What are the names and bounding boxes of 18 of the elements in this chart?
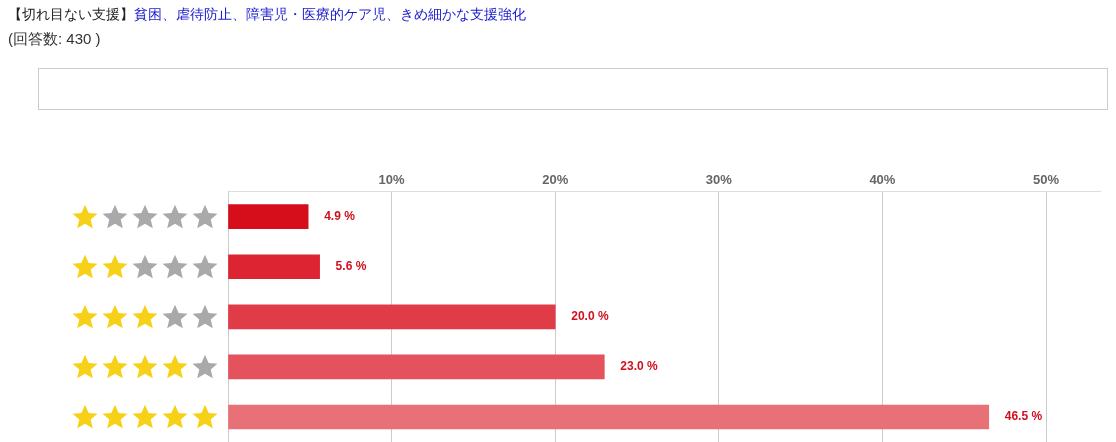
bar xyxy=(228,204,309,229)
bar xyxy=(228,254,320,280)
bar xyxy=(228,404,990,430)
text: 【切れ目ない支援】 xyxy=(8,6,134,22)
bar xyxy=(228,354,605,380)
data-label: 23.0 % xyxy=(620,359,658,374)
x-tick-label: 10% xyxy=(378,172,406,188)
x-tick-label: 30% xyxy=(705,172,733,188)
text: (回答数: 430 ) xyxy=(8,30,101,49)
data-label: 46.5 % xyxy=(1004,409,1043,424)
x-tick-label: 40% xyxy=(869,172,896,188)
chart-subtitle: 貧困、虐待防止、障害児・医療的ケア児、きめ細かな支援強化 xyxy=(134,6,526,22)
x-tick-label: 20% xyxy=(542,172,569,188)
data-label: 4.9 % xyxy=(324,208,356,223)
x-tick-label: 50% xyxy=(1033,172,1060,188)
data-label: 20.0 % xyxy=(571,309,609,324)
data-label: 5.6 % xyxy=(335,259,367,274)
bar xyxy=(228,304,556,330)
